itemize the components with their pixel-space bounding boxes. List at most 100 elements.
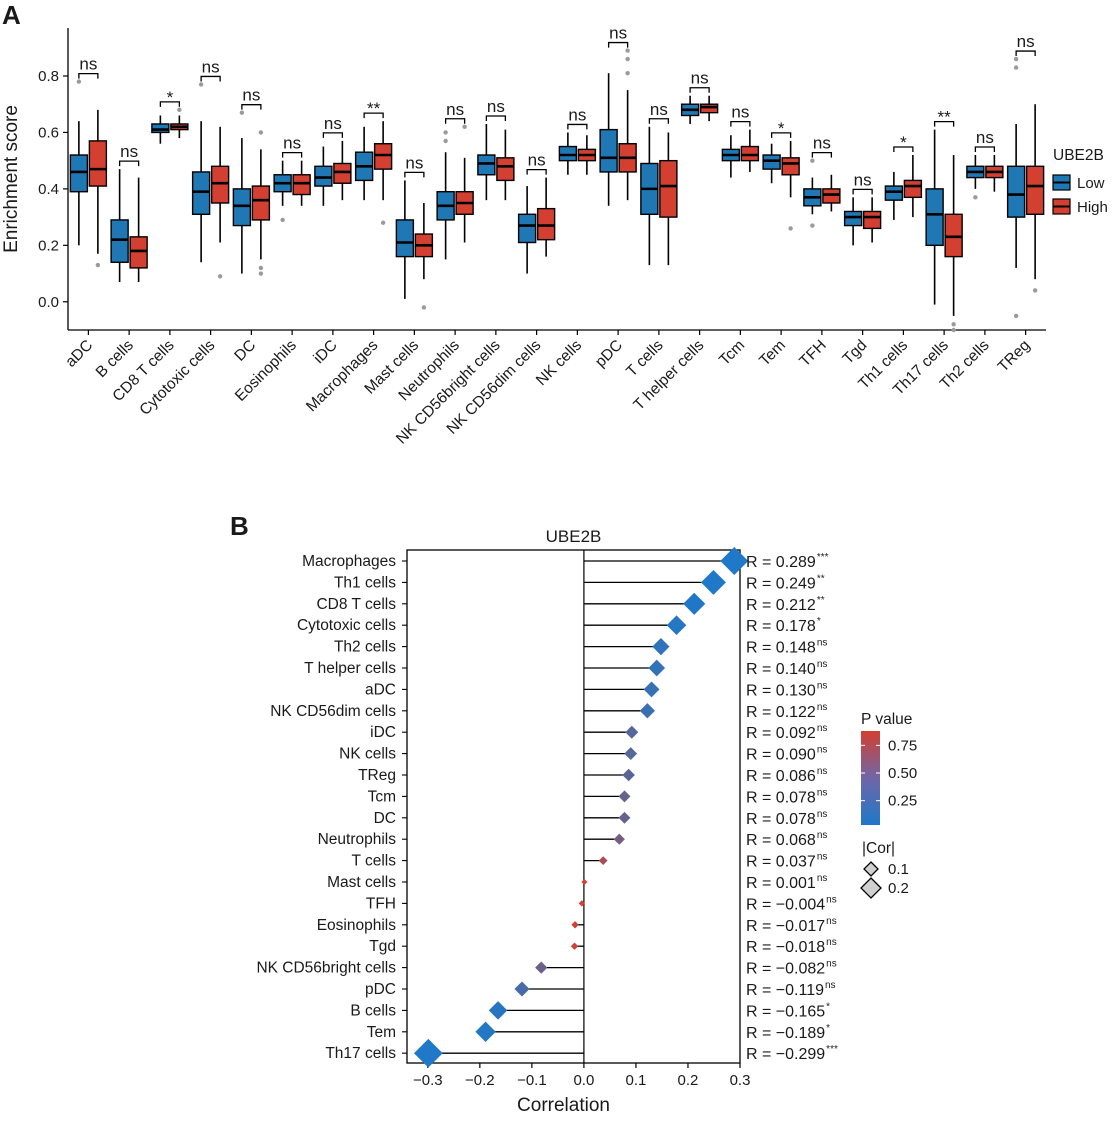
box-high-23	[1025, 104, 1045, 293]
box-body	[903, 179, 923, 199]
size-legend-label: 0.2	[888, 880, 909, 897]
r-value-label: R = 0.249	[746, 575, 816, 592]
a-x-tick-label: iDC	[310, 337, 340, 367]
r-value-label: R = 0.090	[746, 747, 816, 764]
box-body	[191, 171, 211, 215]
lollipop-diamond	[581, 878, 588, 886]
outlier-point	[198, 82, 204, 87]
box-body	[292, 174, 311, 196]
b-y-tick-label: aDC	[365, 681, 396, 698]
significance-bracket	[241, 104, 262, 110]
a-legend-title: UBE2B	[1053, 147, 1104, 164]
lollipop-diamond	[720, 547, 749, 575]
b-y-tick-label: Macrophages	[302, 553, 396, 570]
r-significance-label: **	[817, 595, 825, 606]
a-x-tick-label: DC	[231, 337, 259, 365]
box-high-8	[414, 202, 434, 310]
lollipop-diamond	[625, 725, 639, 739]
legend-label-low: Low	[1077, 175, 1105, 192]
box-body	[373, 143, 393, 170]
box-high-6	[333, 140, 352, 201]
significance-bracket	[933, 120, 955, 127]
significance-bracket	[200, 75, 221, 82]
p-value-legend-title: P value	[861, 711, 912, 728]
significance-label: ns	[1017, 32, 1035, 51]
outlier-point	[443, 138, 448, 144]
b-y-tick-label: NK CD56bright cells	[256, 960, 396, 977]
box-low-23	[1006, 56, 1026, 319]
b-panel-border	[406, 549, 741, 1064]
significance-label: ns	[568, 105, 586, 124]
lollipop-diamond	[598, 856, 608, 866]
outlier-point	[76, 79, 82, 84]
r-value-label: R = −0.299	[746, 1046, 825, 1063]
box-body	[884, 185, 904, 201]
outlier-point	[177, 107, 182, 113]
significance-label: ns	[609, 24, 627, 43]
significance-label: ns	[976, 128, 994, 147]
box-body	[762, 154, 781, 170]
a-x-tick-label: Tem	[756, 337, 789, 370]
lollipop-diamond	[618, 811, 631, 824]
outlier-point	[1013, 56, 1019, 62]
r-value-label: R = −0.004	[746, 896, 825, 913]
box-body	[110, 219, 129, 263]
outlier-point	[280, 217, 285, 223]
r-significance-label: ns	[817, 787, 828, 798]
b-y-tick-label: Th1 cells	[334, 574, 396, 591]
lollipop-diamond	[571, 921, 579, 929]
r-value-label: R = 0.178	[746, 618, 816, 635]
lollipop-diamond	[683, 592, 706, 615]
a-x-tick-label: Tcm	[716, 337, 748, 369]
colorbar-tick-label: 0.50	[888, 765, 917, 782]
box-body	[151, 123, 170, 134]
r-value-label: R = 0.212	[746, 597, 816, 614]
b-x-tick-label: −0.1	[517, 1072, 547, 1089]
b-y-tick-label: Th17 cells	[325, 1045, 396, 1062]
lollipop-diamond	[666, 615, 687, 635]
r-significance-label: ns	[826, 916, 837, 927]
box-body	[251, 185, 271, 221]
a-y-tick-label: 0.8	[38, 68, 59, 85]
colorbar-tick-label: 0.25	[888, 793, 917, 810]
box-low-6	[314, 146, 333, 206]
b-y-tick-label: Tgd	[369, 938, 396, 955]
box-high-7	[373, 121, 393, 225]
size-legend-diamond	[860, 877, 882, 899]
significance-bracket	[322, 132, 344, 138]
lollipop-diamond	[578, 900, 585, 907]
outlier-point	[462, 124, 467, 129]
panel-b-label: B	[230, 511, 249, 541]
significance-label: ns	[283, 134, 301, 153]
box-body	[740, 145, 760, 162]
box-body	[862, 210, 882, 230]
box-low-21	[925, 129, 944, 305]
outlier-point	[951, 327, 956, 333]
b-y-tick-label: Eosinophils	[317, 917, 397, 934]
lollipop-diamond	[624, 747, 638, 761]
box-body	[536, 207, 556, 241]
significance-label: ns	[854, 170, 872, 189]
lollipop-diamond	[535, 961, 548, 974]
box-body	[944, 213, 963, 258]
r-value-label: R = −0.018	[746, 939, 825, 956]
r-value-label: R = 0.140	[746, 661, 816, 678]
legend-label-high: High	[1077, 199, 1108, 216]
r-value-label: R = 0.037	[746, 854, 816, 871]
a-x-tick-label: TReg	[995, 337, 1034, 376]
outlier-point	[380, 220, 386, 225]
significance-label: ns	[405, 153, 423, 172]
lollipop-diamond	[413, 1038, 443, 1068]
lollipop-diamond	[643, 681, 660, 698]
a-x-tick-label: pDC	[592, 337, 626, 371]
significance-label: *	[778, 119, 785, 138]
b-y-tick-label: TReg	[358, 767, 396, 784]
r-significance-label: ns	[817, 830, 828, 841]
box-high-2	[170, 107, 189, 139]
box-body	[1025, 165, 1045, 215]
r-significance-label: ns	[825, 980, 836, 991]
r-significance-label: *	[826, 1023, 830, 1034]
b-y-tick-label: Th2 cells	[334, 639, 396, 656]
outlier-point	[258, 130, 264, 135]
